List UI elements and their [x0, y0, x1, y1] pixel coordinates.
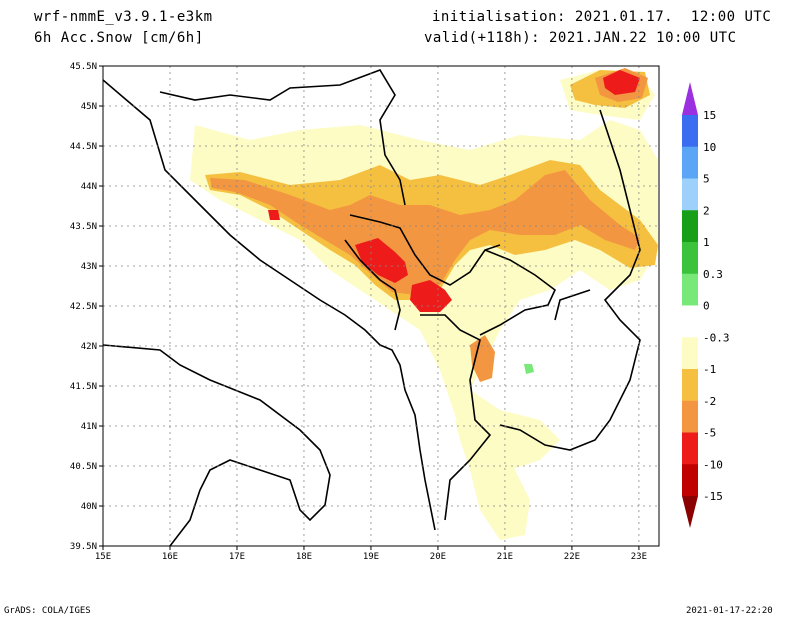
- legend-label: -1: [703, 363, 716, 376]
- snow-band-red: [355, 238, 408, 283]
- valid-time: valid(+118h): 2021.JAN.22 10:00 UTC: [424, 30, 737, 46]
- lat-tick-label: 40.5N: [70, 462, 97, 472]
- legend-swatch: [682, 273, 698, 306]
- coastline-borders: [103, 69, 641, 546]
- lat-tick-label: 44N: [81, 182, 97, 192]
- legend-label: 0.3: [703, 268, 723, 281]
- lon-tick-label: 15E: [95, 552, 111, 562]
- legend-swatch: [682, 242, 698, 275]
- legend-swatch: [682, 210, 698, 243]
- border-east: [499, 109, 641, 451]
- snow-band-green: [524, 364, 534, 374]
- legend-swatch: [682, 115, 698, 148]
- snow-field: [190, 68, 658, 540]
- snow-band-orange: [210, 170, 640, 295]
- border-montenegro: [344, 239, 401, 331]
- legend-bottom-tip: [682, 496, 698, 528]
- lat-tick-label: 42.5N: [70, 302, 97, 312]
- legend-swatch: [682, 146, 698, 179]
- legend-label: -10: [703, 458, 723, 471]
- legend-swatch: [682, 432, 698, 465]
- border-kosovo: [479, 249, 556, 336]
- lat-axis: 45.5N 45N 44.5N 44N 43.5N 43N 42.5N 42N 41.5N 41N…: [70, 62, 103, 552]
- lat-tick-label: 43.5N: [70, 222, 97, 232]
- lon-axis: 15E 16E 17E 18E 19E 20E 21E 22E 23E: [95, 546, 647, 562]
- legend-swatch: [682, 178, 698, 211]
- lon-tick-label: 22E: [564, 552, 580, 562]
- field-title: 6h Acc.Snow [cm/6h]: [34, 30, 204, 46]
- border-albania: [420, 314, 492, 521]
- border-west: [159, 69, 406, 206]
- init-time: initialisation: 2021.01.17. 12:00 UTC: [432, 9, 772, 25]
- border-bulgaria: [554, 289, 591, 321]
- lon-tick-label: 16E: [162, 552, 178, 562]
- gridlines: [103, 66, 659, 546]
- legend-swatch: [682, 305, 698, 338]
- lat-tick-label: 45N: [81, 102, 97, 112]
- lon-tick-label: 20E: [430, 552, 446, 562]
- lat-tick-label: 39.5N: [70, 542, 97, 552]
- lon-tick-label: 21E: [497, 552, 513, 562]
- lon-tick-label: 18E: [296, 552, 312, 562]
- legend-label: 15: [703, 109, 716, 122]
- legend-label: -0.3: [703, 331, 730, 344]
- lat-tick-label: 41.5N: [70, 382, 97, 392]
- lat-tick-label: 42N: [81, 342, 97, 352]
- lat-tick-label: 41N: [81, 422, 97, 432]
- legend-label: -15: [703, 490, 723, 503]
- footer-timestamp: 2021-01-17-22:20: [686, 606, 773, 616]
- lon-tick-label: 23E: [631, 552, 647, 562]
- snow-band-light-south: [455, 420, 530, 540]
- model-title: wrf-nmmE_v3.9.1-e3km: [34, 9, 213, 25]
- snow-band-red-ne: [603, 70, 640, 95]
- legend-label: 5: [703, 173, 710, 186]
- legend-swatch: [682, 464, 698, 497]
- legend-label: -2: [703, 395, 716, 408]
- snow-band-red-south: [410, 280, 452, 312]
- color-legend: 15 10 5 2 1 0.3 0 -0.3 -1 -2 -5 -10 -15: [682, 82, 730, 528]
- lat-tick-label: 45.5N: [70, 62, 97, 72]
- lat-tick-label: 40N: [81, 502, 97, 512]
- legend-label: 1: [703, 236, 710, 249]
- snow-band-red-small: [268, 210, 280, 220]
- legend-top-tip: [682, 82, 698, 115]
- legend-swatch: [682, 400, 698, 433]
- snow-band-orange-south: [470, 335, 495, 382]
- lon-tick-label: 17E: [229, 552, 245, 562]
- legend-label: 2: [703, 204, 710, 217]
- legend-label: 0: [703, 300, 710, 313]
- legend-label: -5: [703, 427, 716, 440]
- footer-credit: GrADS: COLA/IGES: [4, 606, 91, 616]
- coastline: [103, 79, 436, 531]
- border-central: [349, 214, 501, 286]
- lon-tick-label: 19E: [363, 552, 379, 562]
- legend-swatch: [682, 337, 698, 370]
- lat-tick-label: 44.5N: [70, 142, 97, 152]
- legend-swatch: [682, 369, 698, 402]
- lat-tick-label: 43N: [81, 262, 97, 272]
- italy-coast: [103, 344, 331, 546]
- legend-label: 10: [703, 141, 716, 154]
